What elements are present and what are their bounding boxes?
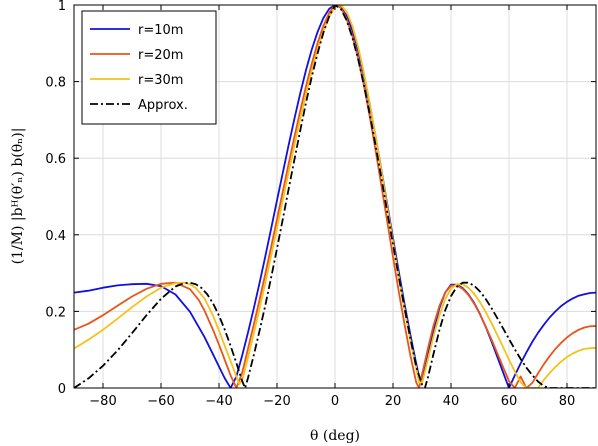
y-tick-label: 0.2	[45, 305, 66, 320]
series-line-approx	[74, 5, 596, 388]
x-tick-label: 0	[331, 394, 339, 409]
x-tick-label: −20	[263, 394, 290, 409]
x-axis-label: θ (deg)	[310, 428, 360, 444]
tick-marks	[74, 4, 596, 389]
legend-label-r-10m: r=10m	[138, 23, 183, 38]
series-line-r-30m	[74, 5, 596, 388]
x-tick-label: 60	[501, 394, 518, 409]
legend: r=10m r=20m r=30m Approx.	[81, 10, 217, 125]
legend-label-r-30m: r=30m	[138, 73, 183, 88]
legend-label-r-20m: r=20m	[138, 48, 183, 63]
legend-label-approx: Approx.	[138, 98, 188, 113]
y-tick-label: 0	[58, 382, 66, 397]
y-tick-label: 0.8	[45, 76, 66, 91]
x-tick-label: −60	[147, 394, 174, 409]
x-tick-label: 80	[559, 394, 576, 409]
x-tick-label: −80	[89, 394, 116, 409]
y-tick-label: 0.6	[45, 152, 66, 167]
x-tick-labels: −80 −60 −40 −20 0 20 40 60 80	[89, 394, 575, 409]
y-tick-labels: 0 0.2 0.4 0.6 0.8 1	[45, 0, 66, 397]
y-tick-label: 1	[58, 0, 66, 14]
series-layer	[74, 5, 596, 388]
x-tick-label: 20	[385, 394, 402, 409]
x-tick-label: 40	[443, 394, 460, 409]
y-tick-label: 0.4	[45, 229, 66, 244]
y-axis-label: (1/M) |bᴴ(θ′ₙ) b(θₙ)|	[10, 128, 26, 265]
x-tick-label: −40	[205, 394, 232, 409]
series-line-r-20m	[74, 5, 596, 388]
